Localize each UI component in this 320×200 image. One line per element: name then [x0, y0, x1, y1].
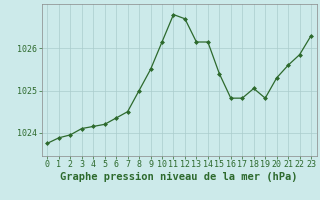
- X-axis label: Graphe pression niveau de la mer (hPa): Graphe pression niveau de la mer (hPa): [60, 172, 298, 182]
